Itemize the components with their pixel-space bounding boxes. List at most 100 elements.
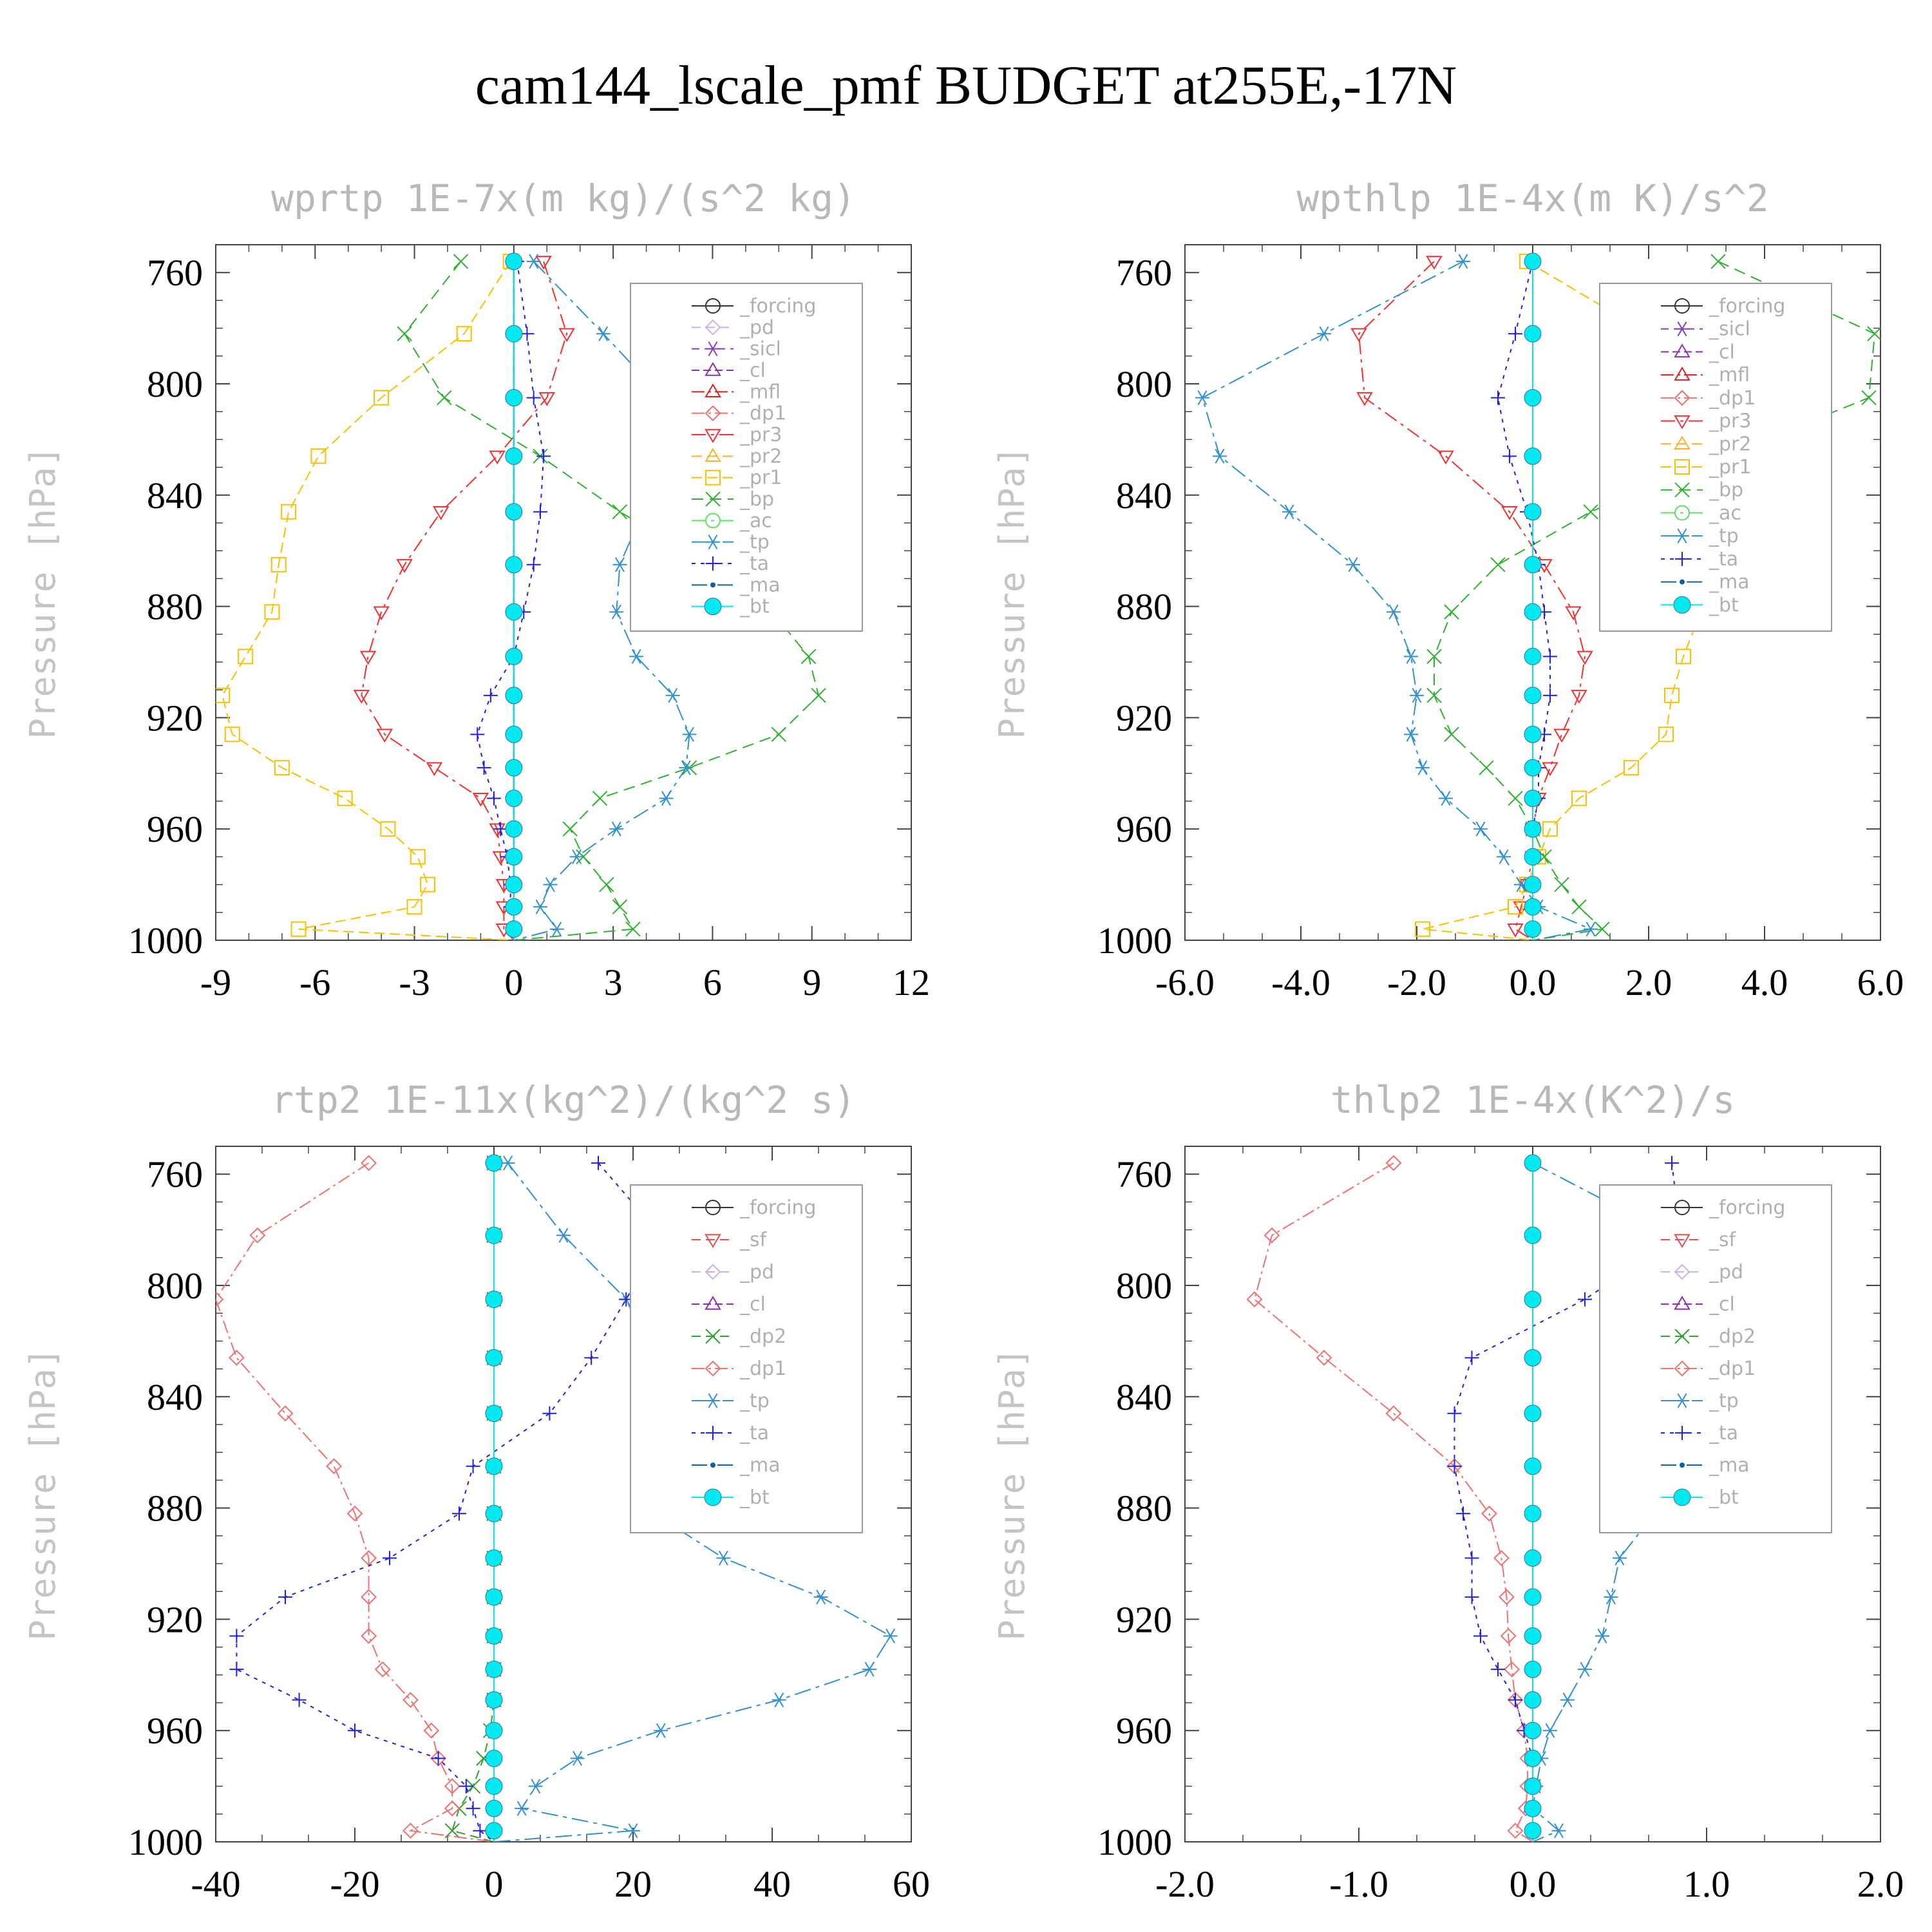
y-tick-label: 840 [147, 475, 203, 516]
y-tick-label: 760 [1116, 1153, 1172, 1195]
marker [505, 898, 523, 916]
marker [1508, 327, 1522, 341]
marker [654, 1723, 668, 1738]
marker [361, 1155, 377, 1171]
marker [1524, 1691, 1542, 1709]
y-tick-label: 880 [147, 586, 203, 628]
x-tick-label: 4.0 [1741, 961, 1788, 1003]
marker [1673, 596, 1691, 614]
marker [1674, 343, 1690, 358]
marker [1675, 321, 1689, 337]
marker [705, 448, 721, 462]
marker [1497, 849, 1511, 864]
marker [706, 535, 720, 550]
marker [1387, 604, 1401, 620]
marker [1524, 1799, 1542, 1817]
legend-label: _tp [739, 1390, 770, 1412]
legend-label: _forcing [739, 1197, 816, 1219]
y-axis-label: Pressure [hPa] [992, 1347, 1032, 1640]
legend-entry: _pd [692, 316, 774, 339]
legend-box [1599, 1184, 1832, 1533]
marker [373, 606, 390, 621]
marker [710, 1463, 715, 1468]
marker [1473, 821, 1488, 837]
marker [612, 899, 628, 914]
marker [1542, 821, 1558, 837]
marker [682, 726, 697, 742]
marker [705, 405, 721, 422]
legend-entry: _mfl [1661, 364, 1750, 386]
legend-entry: _pr1 [1661, 456, 1751, 478]
marker [1524, 1822, 1542, 1840]
marker [485, 1349, 503, 1367]
legend-entry: _dp1 [1661, 1358, 1756, 1380]
legend-entry: _pr3 [692, 424, 782, 446]
x-tick-label: -2.0 [1155, 1863, 1215, 1905]
marker [270, 556, 287, 573]
marker [1524, 1749, 1542, 1767]
marker [1664, 687, 1680, 703]
x-tick-label: 0.0 [1510, 961, 1557, 1003]
marker [1508, 899, 1523, 915]
marker [1675, 1426, 1689, 1440]
marker [706, 1426, 720, 1440]
marker [1861, 390, 1877, 406]
legend-label: _ta [739, 553, 769, 575]
marker [1674, 1200, 1690, 1215]
marker [1524, 920, 1542, 938]
legend-entry: _pd [692, 1261, 774, 1283]
legend-label: _pr1 [1709, 456, 1751, 478]
plot-area [216, 1154, 898, 1842]
marker [591, 1155, 605, 1170]
marker [706, 341, 720, 357]
marker [705, 1360, 721, 1377]
marker [1673, 1488, 1691, 1506]
marker [505, 820, 523, 838]
x-tick-label: -6.0 [1155, 961, 1215, 1003]
legend-label: _pd [739, 1261, 774, 1283]
legend-label: _ta [1709, 1422, 1738, 1444]
legend-label: _pr3 [1709, 410, 1751, 433]
marker [485, 1405, 503, 1423]
marker [1542, 762, 1558, 777]
marker [505, 920, 523, 938]
marker [1674, 482, 1690, 498]
marker [1524, 876, 1542, 894]
marker [216, 1291, 224, 1308]
marker [500, 1155, 515, 1171]
marker [1595, 922, 1610, 937]
marker [452, 1506, 466, 1521]
legend-label: _ma [739, 574, 781, 596]
legend-label: _sf [1709, 1229, 1737, 1251]
x-tick-label: 6.0 [1857, 961, 1904, 1003]
marker [1604, 1589, 1618, 1605]
marker [380, 821, 396, 837]
marker [505, 325, 523, 343]
legend-label: _bp [1709, 479, 1743, 502]
marker [485, 1799, 503, 1817]
legend-entry: _dp1 [692, 402, 786, 425]
series-ta [470, 254, 551, 940]
legend-entry: _sf [1661, 1229, 1737, 1251]
marker [453, 254, 469, 269]
legend-entry: _sicl [692, 338, 781, 361]
x-tick-label: 3 [604, 961, 623, 1003]
marker [679, 760, 694, 775]
marker [353, 690, 370, 704]
marker [397, 326, 412, 341]
marker [1491, 1662, 1505, 1677]
marker [1675, 551, 1689, 566]
marker [485, 1691, 503, 1709]
legend-entry: _tp [692, 531, 770, 554]
marker [396, 559, 413, 573]
marker [229, 1629, 244, 1643]
marker [705, 491, 721, 507]
marker [1439, 791, 1453, 806]
marker [1416, 760, 1430, 775]
legend-label: _sf [739, 1229, 768, 1251]
x-tick-label: -2.0 [1387, 961, 1446, 1003]
marker [800, 649, 817, 665]
marker [473, 1823, 488, 1838]
marker [1507, 923, 1524, 938]
legend-entry: _forcing [692, 295, 816, 317]
